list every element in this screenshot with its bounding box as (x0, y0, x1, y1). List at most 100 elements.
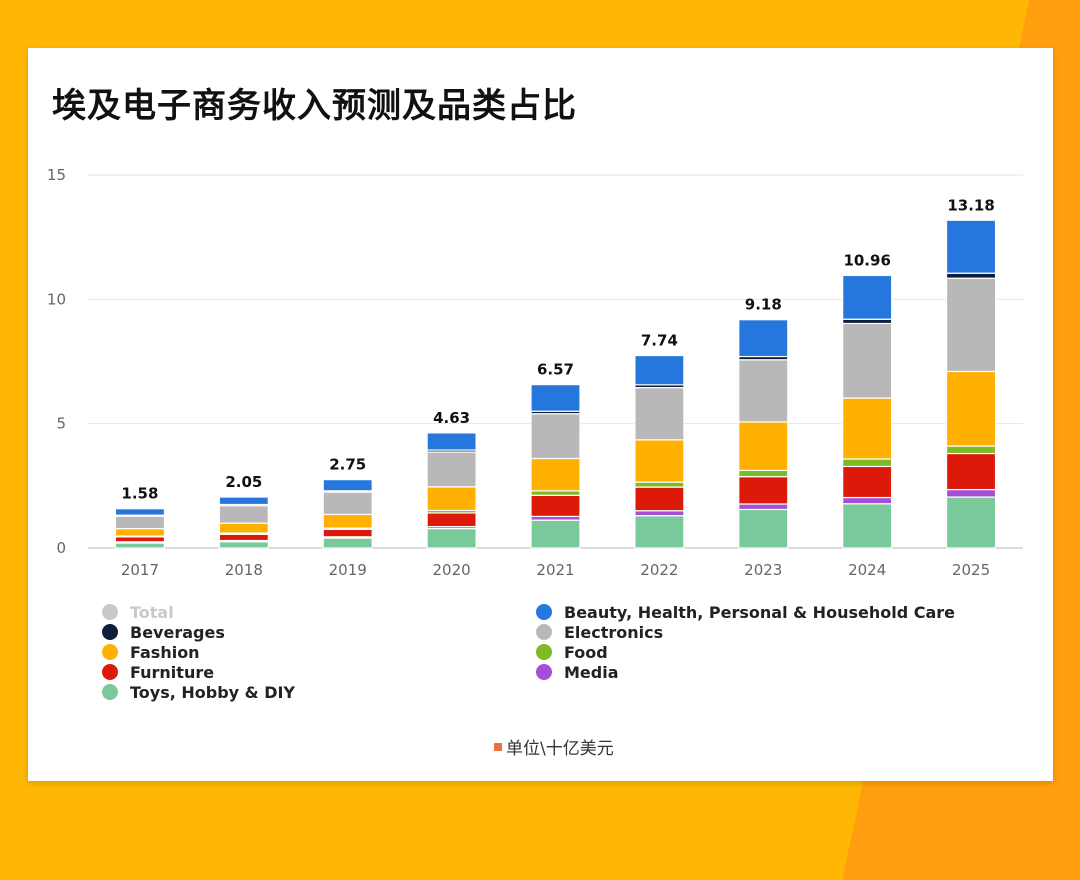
bar-total-label: 2.05 (225, 473, 262, 491)
bar-segment (945, 277, 997, 373)
legend-dot-icon (536, 604, 552, 620)
bar-segment (114, 508, 166, 516)
x-tick-label: 2023 (744, 561, 782, 579)
legend-dot-icon (536, 624, 552, 640)
bar-segment (530, 494, 581, 518)
bar-segment (842, 503, 893, 549)
chart-legend: Total Beauty, Health, Personal & Househol… (102, 602, 1002, 702)
bar-segment (218, 541, 269, 549)
x-tick-label: 2020 (433, 561, 471, 579)
bar-segment (842, 458, 893, 468)
bar-segment (322, 537, 373, 549)
legend-dot-icon (102, 664, 118, 680)
bar-segment (738, 359, 789, 423)
bar-segment (945, 488, 997, 498)
bar-segment (426, 512, 477, 528)
bar-total-label: 4.63 (433, 409, 470, 427)
bar-segment (114, 515, 166, 530)
bar-total-label: 7.74 (641, 332, 678, 350)
stacked-bar-chart: 0 5 10 15 1.58 2017 2.05 2018 2.75 2019 4.63 2020 6.… (47, 166, 1023, 579)
y-tick-label: 0 (56, 539, 66, 557)
legend-label: Electronics (564, 622, 664, 642)
legend-item[interactable]: Electronics (536, 622, 970, 642)
bar-segment (322, 491, 373, 516)
bar-segment (738, 469, 789, 478)
bar-segment (842, 274, 893, 320)
bar-segment (842, 322, 893, 399)
y-tick-label: 15 (47, 166, 66, 184)
bar-segment (114, 542, 166, 549)
bar-segment (738, 476, 789, 505)
bar-segment (530, 457, 581, 492)
unit-note-text: 单位\十亿美元 (506, 739, 614, 759)
y-tick-label: 10 (47, 290, 66, 308)
bar-total-label: 2.75 (329, 456, 366, 474)
bar-segment (322, 513, 373, 529)
legend-label: Beverages (130, 622, 225, 642)
x-tick-label: 2019 (329, 561, 367, 579)
x-tick-label: 2024 (848, 561, 886, 579)
legend-dot-icon (536, 664, 552, 680)
bar-segment (426, 432, 477, 451)
legend-item[interactable]: Food (536, 643, 970, 662)
legend-item[interactable]: Fashion (102, 642, 536, 662)
bar-segment (114, 536, 166, 543)
bar-segment (945, 496, 997, 549)
bar-segment (842, 496, 893, 505)
bar-segment (322, 528, 373, 538)
x-tick-label: 2025 (952, 561, 990, 579)
y-tick-label: 5 (56, 415, 66, 433)
bar-total-label: 1.58 (121, 485, 158, 503)
bar-segment (634, 515, 685, 549)
legend-dot-icon (102, 624, 118, 640)
bar-segment (634, 481, 685, 488)
legend-label: Total (130, 602, 174, 622)
legend-dot-icon (102, 644, 118, 660)
bar-segment (218, 533, 269, 542)
bar-segment (842, 318, 893, 325)
legend-item[interactable]: Beauty, Health, Personal & Household Car… (536, 602, 970, 622)
bar-segment (945, 452, 997, 491)
bar-segment (945, 272, 997, 279)
x-tick-label: 2018 (225, 561, 263, 579)
bar-segment (530, 490, 581, 496)
bar-segment (634, 354, 685, 386)
bar-segment (218, 522, 269, 534)
legend-label: Fashion (130, 642, 200, 662)
bar-total-label: 6.57 (537, 361, 574, 379)
bar-segment (322, 479, 373, 492)
unit-note: 单位\十亿美元 (494, 734, 614, 759)
bar-segment (945, 370, 997, 447)
bar-segment (218, 496, 269, 506)
legend-label: Toys, Hobby & DIY (130, 682, 296, 702)
x-tick-label: 2022 (640, 561, 678, 579)
bar-segment (738, 503, 789, 511)
legend-item[interactable]: Beverages (102, 622, 536, 642)
bar-segment (634, 439, 685, 483)
legend-item[interactable]: Media (536, 663, 970, 682)
bar-total-label: 9.18 (745, 296, 782, 314)
bar-segment (634, 510, 685, 517)
x-tick-label: 2017 (121, 561, 159, 579)
bar-segment (738, 508, 789, 549)
unit-marker-icon (494, 742, 502, 751)
legend-item[interactable]: Toys, Hobby & DIY (102, 682, 536, 702)
bar-segment (738, 319, 789, 358)
bar-segment (945, 219, 997, 274)
chart-card: 埃及电子商务收入预测及品类占比 0 5 10 15 1.58 2017 2.05 2018 2.… (28, 48, 1053, 781)
bar-segment (738, 421, 789, 472)
x-tick-label: 2021 (536, 561, 574, 579)
legend-item[interactable]: Total (102, 602, 536, 622)
legend-label: Beauty, Health, Personal & Household Car… (564, 602, 955, 622)
bar-total-label: 10.96 (843, 251, 890, 269)
bar-segment (945, 445, 997, 455)
bar-segment (530, 413, 581, 460)
legend-item[interactable]: Furniture (102, 662, 536, 682)
legend-dot-icon (102, 684, 118, 700)
legend-label: Furniture (130, 662, 215, 682)
bar-segment (218, 505, 269, 524)
bar-segment (114, 528, 166, 537)
legend-dot-icon (536, 644, 552, 660)
bar-segment (842, 397, 893, 460)
legend-dot-icon (102, 604, 118, 620)
